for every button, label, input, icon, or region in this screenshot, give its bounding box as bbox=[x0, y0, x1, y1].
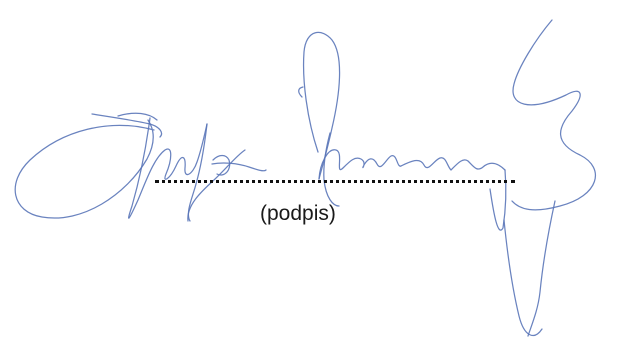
signature-caption: (podpis) bbox=[260, 202, 336, 225]
signature-dotted-line bbox=[155, 180, 515, 183]
